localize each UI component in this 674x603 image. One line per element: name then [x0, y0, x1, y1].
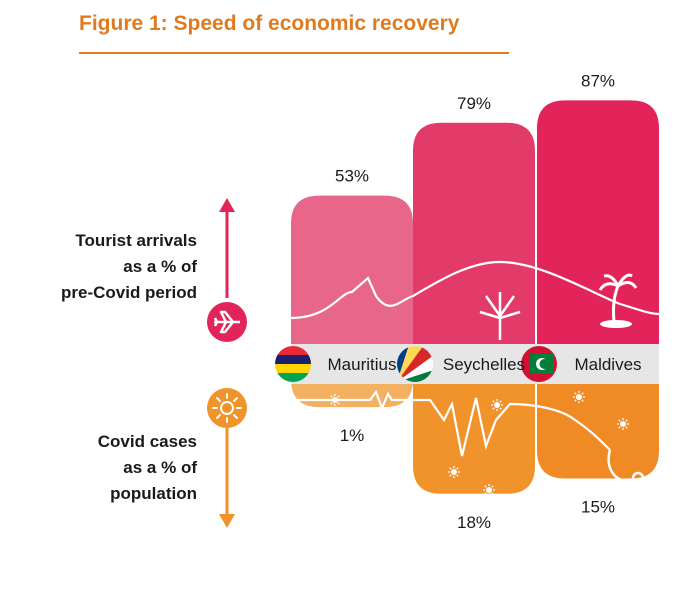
- category-label-maldives: Maldives: [574, 355, 641, 374]
- virus-dot-icon: [573, 391, 585, 403]
- data-label-arrivals-mauritius: 53%: [335, 167, 369, 186]
- virus-dot-icon: [491, 399, 503, 411]
- data-label-arrivals-seychelles: 79%: [457, 94, 491, 113]
- skyline-line-art: [290, 260, 660, 320]
- decor-layer: [275, 260, 660, 496]
- covid-axis-label: Covid cases as a % of population: [98, 429, 197, 507]
- virus-icon: [207, 388, 247, 428]
- maldives-flag-icon: [521, 346, 557, 382]
- bar-covid-seychelles: [413, 383, 535, 494]
- data-label-covid-seychelles: 18%: [457, 513, 491, 532]
- category-label-seychelles: Seychelles: [443, 355, 525, 374]
- mauritius-flag-icon: [275, 346, 311, 382]
- seychelles-flag-icon: [397, 346, 433, 382]
- virus-dot-icon: [329, 394, 341, 406]
- arrivals-label-line-2: as a % of: [123, 257, 197, 276]
- arrivals-label-line-3: pre-Covid period: [60, 283, 197, 302]
- virus-dot-icon: [568, 481, 580, 493]
- virus-dot-icon: [483, 484, 495, 496]
- heartbeat-line-art: [291, 389, 611, 457]
- covid-label-line-1: Covid cases: [97, 432, 197, 451]
- palm-tree-icon: [598, 273, 638, 328]
- bar-arrivals-mauritius: [291, 195, 413, 345]
- coco-de-mer-icon: [479, 292, 521, 340]
- text-layer: Mauritius 53% 1% Seychelles 79% 18% Maldives 87…: [328, 71, 642, 531]
- data-label-covid-maldives: 15%: [581, 498, 615, 517]
- data-label-covid-mauritius: 1%: [340, 426, 365, 445]
- arrivals-axis-label: Tourist arrivals as a % of pre-Covid per…: [61, 228, 197, 306]
- covid-axis-arrow: [219, 428, 235, 528]
- category-label-mauritius: Mauritius: [328, 355, 397, 374]
- airplane-icon: [207, 302, 247, 342]
- covid-label-line-3: population: [110, 484, 197, 503]
- covid-label-line-2: as a % of: [123, 458, 197, 477]
- bar-arrivals-seychelles: [413, 122, 535, 345]
- arrivals-axis-arrow: [219, 198, 235, 298]
- stethoscope-icon: [607, 449, 645, 485]
- virus-dot-icon: [448, 466, 460, 478]
- page-title: Figure 1: Speed of economic recovery: [79, 12, 460, 35]
- title-rule: [79, 52, 509, 54]
- country-band: [291, 344, 659, 384]
- bar-covid-maldives: [537, 383, 659, 479]
- bar-arrivals-maldives: [537, 100, 659, 346]
- virus-dot-icon: [617, 418, 629, 430]
- arrivals-label-line-1: Tourist arrivals: [75, 231, 197, 250]
- data-label-arrivals-maldives: 87%: [581, 71, 615, 90]
